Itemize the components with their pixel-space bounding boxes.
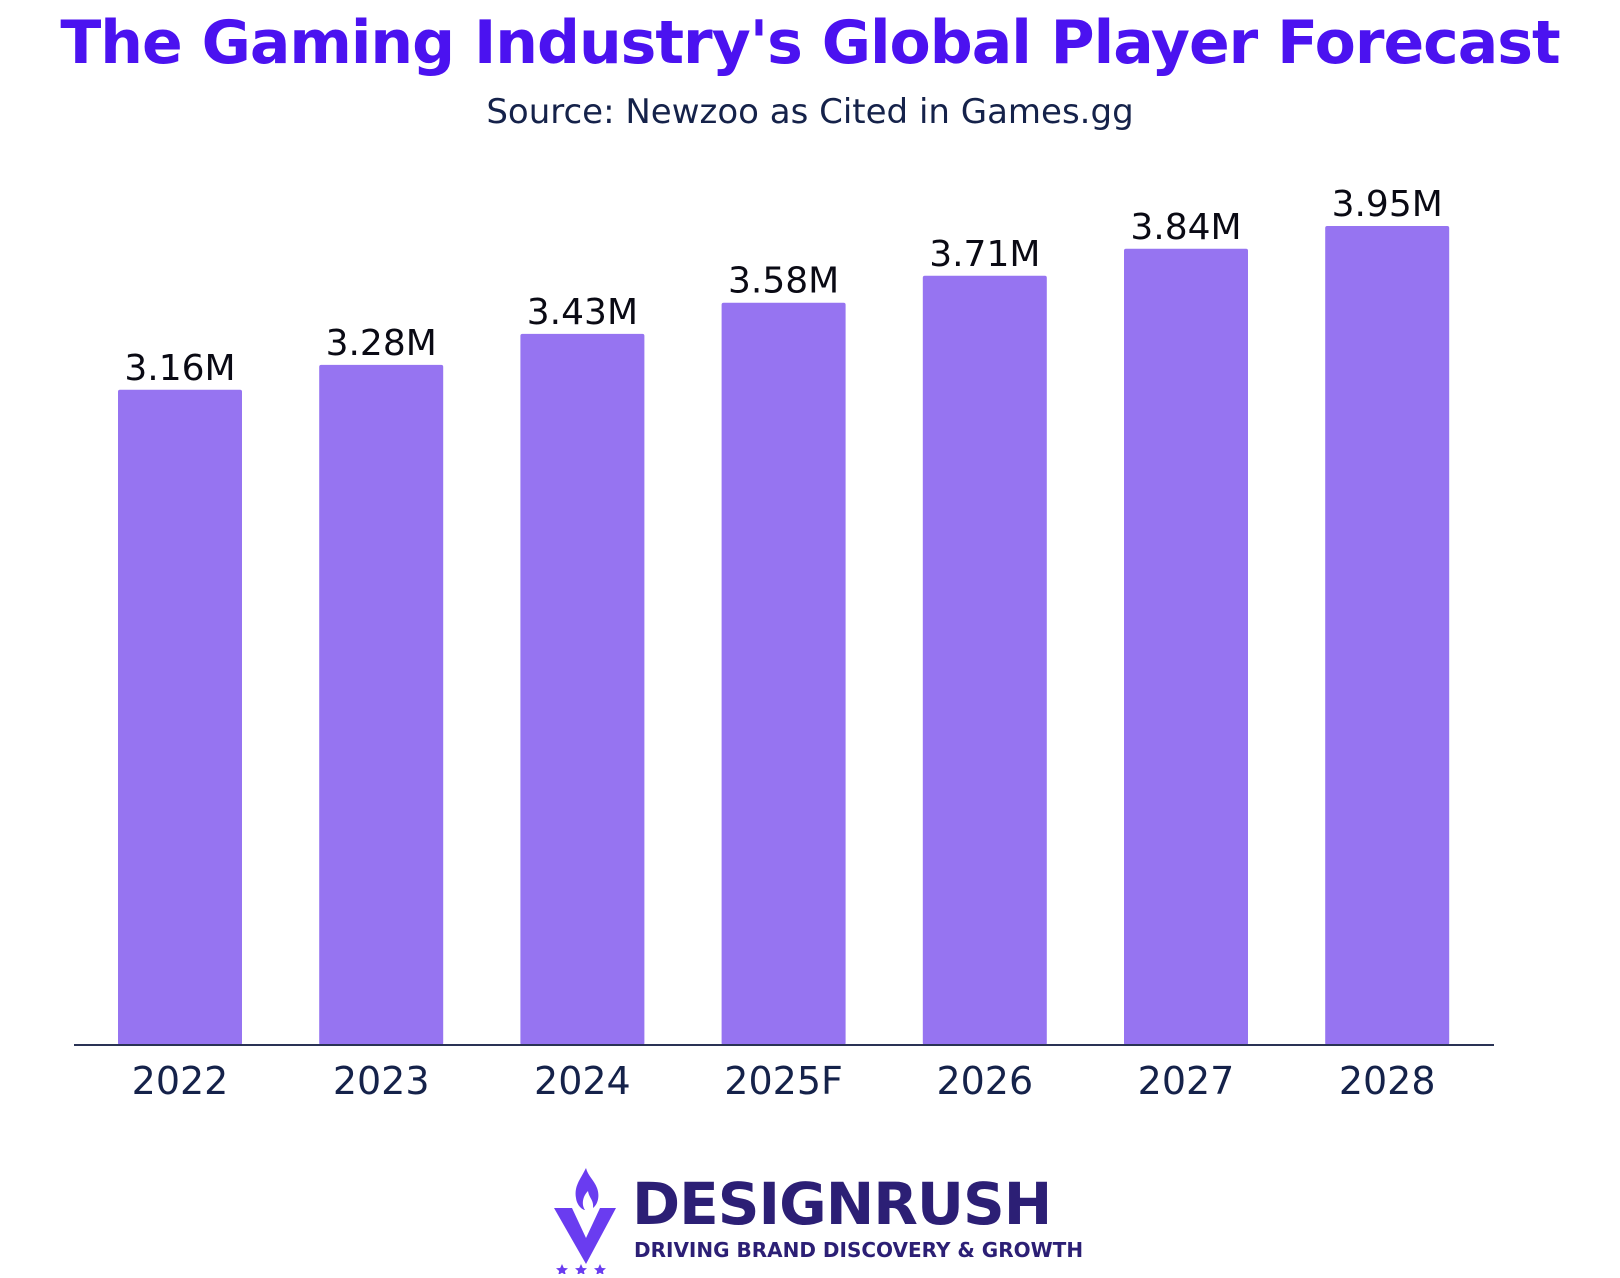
bar-2028 [1325,226,1450,1045]
x-tick-label-2025f: 2025F [724,1059,843,1103]
brand-tagline: DRIVING BRAND DISCOVERY & GROWTH [634,1238,1084,1262]
x-tick-labels-group: 2022 2023 2024 2025F 2026 2027 2028 [132,1059,1436,1103]
value-label-2023: 3.28M [326,323,437,364]
bar-2027 [1124,248,1248,1045]
bar-2022 [118,389,242,1045]
bars-group [118,226,1450,1046]
value-label-2022: 3.16M [124,348,235,389]
bar-chart: 3.16M 3.28M 3.43M 3.58M 3.71M 3.84M 3.95M 2022… [74,184,1494,1103]
value-label-2024: 3.43M [527,292,638,333]
brand-name: DESIGNRUSH [632,1170,1052,1238]
x-tick-label-2028: 2028 [1339,1059,1436,1103]
bar-2023 [319,364,444,1046]
x-tick-label-2024: 2024 [534,1059,631,1103]
chart-title: The Gaming Industry's Global Player Fore… [60,8,1560,78]
designrush-logo: DESIGNRUSH DRIVING BRAND DISCOVERY & GRO… [550,1164,1090,1274]
x-tick-label-2027: 2027 [1138,1059,1235,1103]
bar-2024 [520,333,645,1045]
bar-2025f [721,302,846,1046]
value-label-2027: 3.84M [1130,207,1241,248]
flame-v-stars-icon [554,1168,616,1274]
x-tick-label-2023: 2023 [333,1059,430,1103]
chart-subtitle: Source: Newzoo as Cited in Games.gg [486,92,1134,132]
value-labels-group: 3.16M 3.28M 3.43M 3.58M 3.71M 3.84M 3.95M [124,184,1442,389]
x-tick-label-2026: 2026 [936,1059,1033,1103]
value-label-2025f: 3.58M [728,261,839,302]
value-label-2028: 3.95M [1332,184,1443,225]
x-tick-label-2022: 2022 [132,1059,229,1103]
bar-2026 [922,275,1047,1045]
value-label-2026: 3.71M [929,234,1040,275]
